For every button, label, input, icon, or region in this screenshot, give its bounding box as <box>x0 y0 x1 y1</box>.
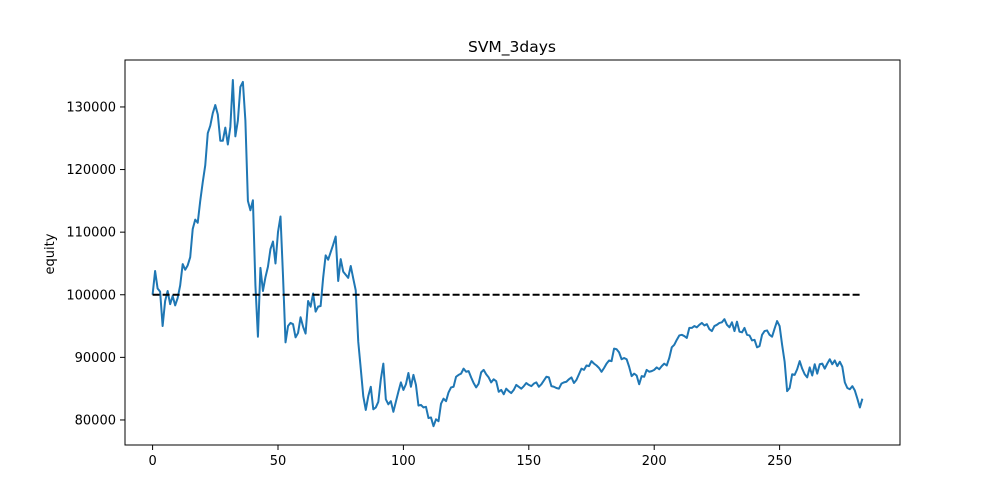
chart-title: SVM_3days <box>468 38 556 57</box>
axes-layer: 0 50 100 150 200 250 80000 90000 100000 110000 120… <box>66 59 901 469</box>
y-tick-label: 130000 <box>66 100 116 115</box>
x-tick-label: 200 <box>642 454 667 469</box>
y-tick-label: 120000 <box>66 163 116 178</box>
y-axis-label: equity <box>43 233 58 274</box>
series-layer <box>151 79 864 428</box>
x-tick-label: 250 <box>767 454 792 469</box>
y-tick-label: 100000 <box>66 288 116 303</box>
x-tick-label: 100 <box>391 454 416 469</box>
x-tick-label: 50 <box>270 454 287 469</box>
plot-frame <box>124 59 901 446</box>
equity-series-line <box>151 79 864 428</box>
y-tick-label: 90000 <box>75 351 116 366</box>
y-tick-label: 110000 <box>66 226 116 241</box>
y-tick-label: 80000 <box>75 413 116 428</box>
x-tick-label: 0 <box>148 454 156 469</box>
x-tick-label: 150 <box>516 454 541 469</box>
